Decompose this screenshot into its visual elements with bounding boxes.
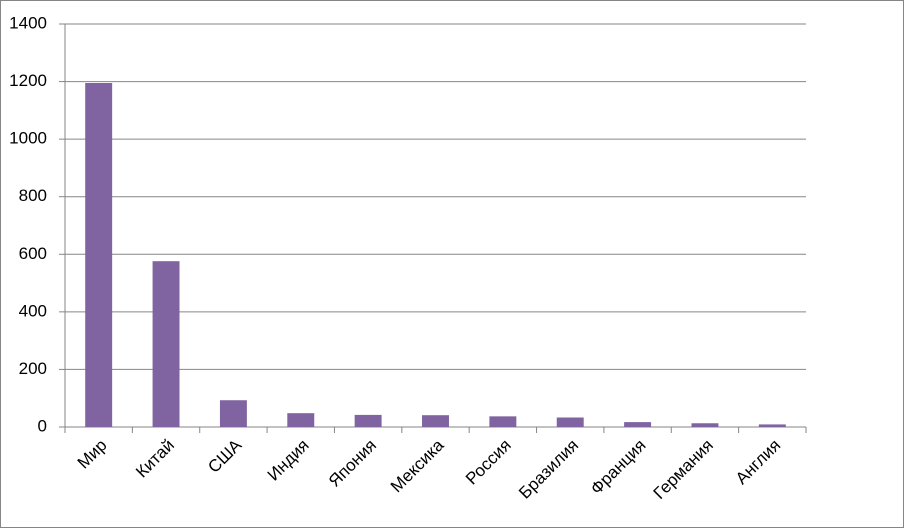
bar <box>152 261 180 427</box>
bar <box>624 422 652 427</box>
y-tick-label: 400 <box>19 301 47 320</box>
bar <box>287 413 315 427</box>
bar <box>354 414 382 427</box>
bar <box>758 424 786 427</box>
y-tick-label: 600 <box>19 244 47 263</box>
bar <box>85 83 113 427</box>
bar <box>422 415 449 427</box>
bar <box>219 400 247 427</box>
y-tick-label: 800 <box>19 186 47 205</box>
y-tick-label: 200 <box>19 359 47 378</box>
y-tick-label: 0 <box>38 416 47 435</box>
bar <box>556 417 584 427</box>
y-tick-label: 1400 <box>9 13 47 32</box>
bar <box>691 423 719 427</box>
bar <box>489 416 517 427</box>
y-tick-label: 1200 <box>9 71 47 90</box>
y-tick-label: 1000 <box>9 129 47 148</box>
